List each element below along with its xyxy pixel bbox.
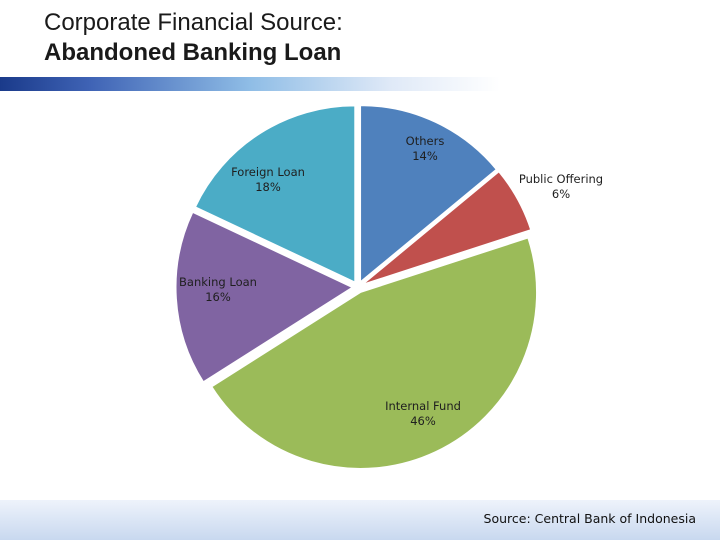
pie-label-banking-loan: Banking Loan 16% bbox=[179, 275, 257, 304]
pie-label-foreign-loan: Foreign Loan 18% bbox=[231, 165, 305, 194]
pie-label-public-offering: Public Offering 6% bbox=[519, 172, 603, 201]
pie-slice-foreign-loan bbox=[194, 105, 356, 283]
pie-chart: Others 14% Public Offering 6% Internal Fund 4… bbox=[175, 105, 603, 469]
pie-label-others: Others 14% bbox=[406, 134, 445, 163]
footer-bar bbox=[0, 500, 720, 540]
title-line-2: Abandoned Banking Loan bbox=[44, 39, 342, 66]
title-underline-bar bbox=[0, 77, 500, 91]
pie-label-internal-fund: Internal Fund 46% bbox=[385, 399, 461, 428]
pie-slice-public-offering bbox=[362, 171, 532, 285]
title-line-1: Corporate Financial Source: bbox=[44, 9, 343, 36]
slide-title: Corporate Financial Source: Abandoned Ba… bbox=[44, 8, 343, 68]
pie-slice-internal-fund bbox=[211, 237, 538, 469]
source-note: Source: Central Bank of Indonesia bbox=[483, 511, 696, 526]
pie-slice-banking-loan bbox=[175, 211, 354, 383]
pie-slice-others bbox=[360, 105, 497, 283]
